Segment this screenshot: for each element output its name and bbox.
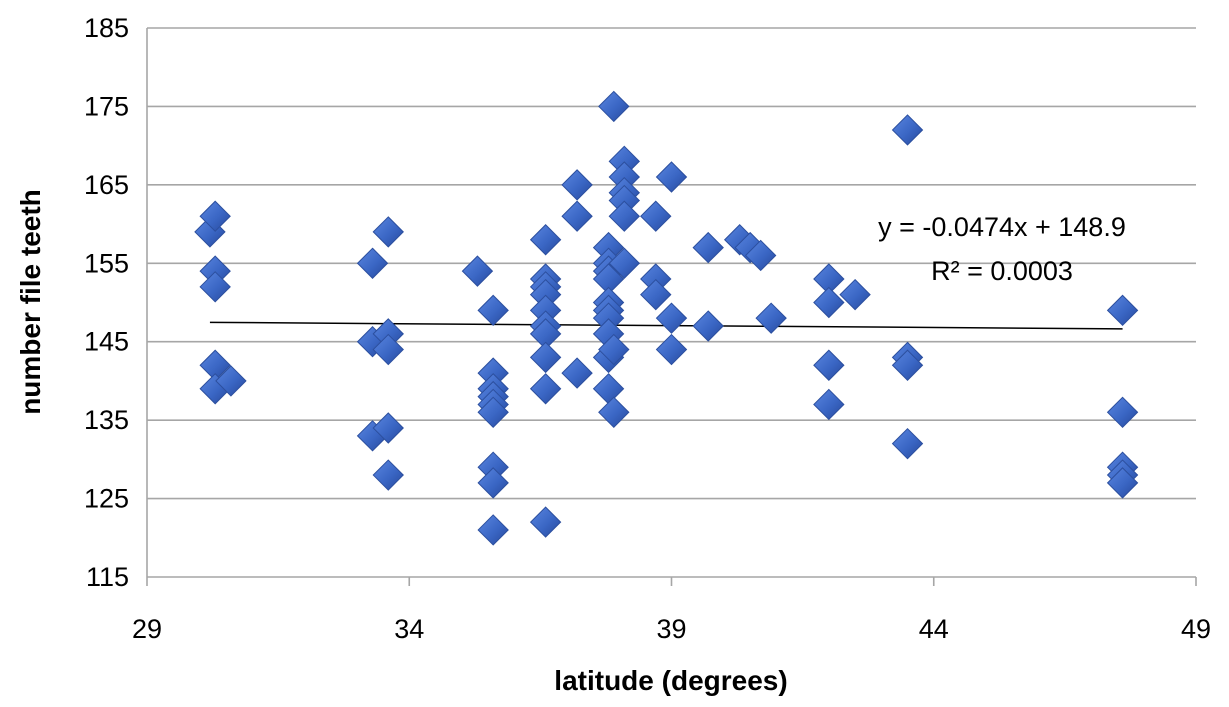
y-tick-labels: 115 125 135 145 155 165 175 185 <box>84 13 129 592</box>
data-point <box>744 239 777 272</box>
y-tick-label: 135 <box>84 405 129 435</box>
data-point <box>813 286 845 319</box>
data-point <box>199 200 231 232</box>
y-tick-label: 115 <box>86 562 129 592</box>
x-axis-title: latitude (degrees) <box>554 665 787 696</box>
data-point <box>640 278 672 311</box>
data-point <box>655 161 688 193</box>
x-tick-label: 39 <box>656 614 686 644</box>
y-tick-label: 165 <box>84 170 129 200</box>
data-point <box>561 200 593 232</box>
data-point <box>561 169 593 201</box>
data-point <box>477 467 509 499</box>
data-point <box>640 200 672 232</box>
y-tick-label: 175 <box>84 91 129 121</box>
data-point <box>199 271 231 303</box>
data-point <box>529 224 562 256</box>
data-point <box>608 247 641 279</box>
data-point <box>755 302 787 334</box>
data-point <box>477 294 509 327</box>
data-point <box>1106 294 1139 327</box>
data-point <box>598 90 630 123</box>
data-point <box>529 341 562 374</box>
data-point <box>592 373 625 405</box>
data-point <box>655 302 688 334</box>
data-point <box>598 396 630 429</box>
data-point <box>561 357 593 389</box>
data-point <box>356 247 389 279</box>
data-point <box>839 278 871 311</box>
x-tick-label: 49 <box>1181 614 1211 644</box>
axes <box>146 28 1197 586</box>
data-point <box>891 114 924 146</box>
y-tick-label: 145 <box>84 327 129 357</box>
data-point <box>461 255 494 287</box>
y-axis-title: number file teeth <box>15 189 46 415</box>
trendline-r2: R² = 0.0003 <box>931 256 1073 286</box>
y-tick-label: 125 <box>84 484 129 514</box>
data-point <box>655 333 688 366</box>
data-point <box>1106 396 1139 429</box>
data-point <box>477 514 509 546</box>
data-point <box>372 333 404 366</box>
data-point <box>215 365 247 397</box>
y-tick-label: 185 <box>84 13 129 43</box>
data-point <box>1106 467 1139 499</box>
data-point <box>529 373 562 405</box>
data-point <box>813 349 845 381</box>
data-point <box>891 427 924 460</box>
data-point <box>813 388 845 421</box>
data-point <box>529 506 562 538</box>
x-tick-label: 34 <box>394 614 424 644</box>
data-point <box>608 200 641 232</box>
x-tick-labels: 29 34 39 44 49 <box>132 614 1211 644</box>
data-point <box>598 333 630 366</box>
x-tick-label: 44 <box>919 614 949 644</box>
x-tick-label: 29 <box>132 614 162 644</box>
data-point <box>372 459 404 491</box>
trendline-equation: y = -0.0474x + 148.9 <box>878 212 1126 242</box>
data-point <box>372 412 404 444</box>
data-points <box>194 90 1139 546</box>
data-point <box>372 216 404 248</box>
data-point <box>477 396 509 429</box>
data-point <box>692 231 724 264</box>
y-tick-label: 155 <box>84 248 129 278</box>
data-point <box>891 349 924 381</box>
data-point <box>692 310 724 342</box>
